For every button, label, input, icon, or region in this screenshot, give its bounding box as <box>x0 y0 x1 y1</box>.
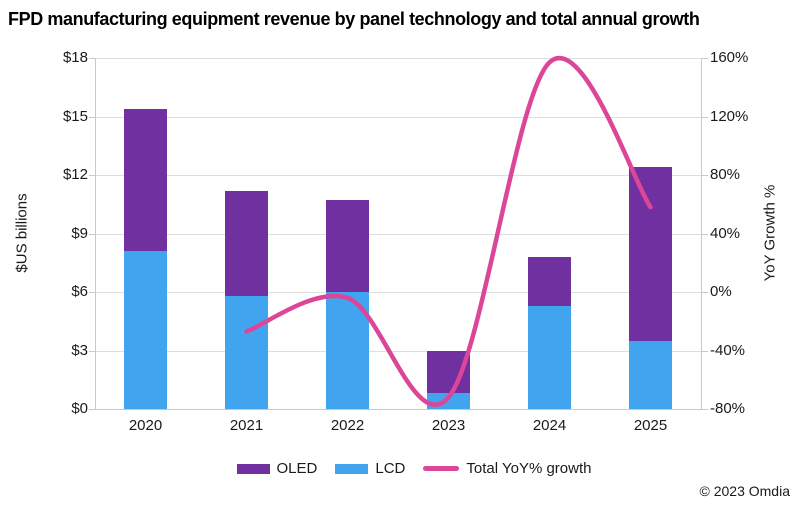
y-axis-tick-label-right: 80% <box>710 166 741 183</box>
right-axis-tick <box>702 292 708 293</box>
gridline <box>95 116 701 118</box>
legend-item-total-yoy-growth: Total YoY% growth <box>423 460 591 477</box>
y-axis-tick-label-left: $9 <box>71 224 88 242</box>
bar-lcd-2022 <box>326 292 369 409</box>
bar-lcd-2024 <box>528 305 571 409</box>
y-axis-tick-label-right: 0% <box>710 283 732 300</box>
y-axis-tick-label-left: $18 <box>62 49 88 66</box>
bar-lcd-2020 <box>124 251 167 409</box>
left-axis-tick <box>89 233 95 235</box>
y-axis-title-left: $US billions <box>13 193 31 273</box>
right-axis-tick <box>702 409 708 410</box>
legend-item-lcd: LCD <box>335 460 405 477</box>
bar-oled-2023 <box>427 350 470 394</box>
bar-oled-2021 <box>225 190 268 296</box>
bar-oled-2024 <box>528 256 571 306</box>
right-axis-tick <box>702 116 708 118</box>
y-axis-line-left <box>95 58 96 409</box>
left-axis-tick <box>89 116 95 118</box>
oled-swatch-icon <box>236 463 270 474</box>
x-axis-tick-label: 2022 <box>330 417 365 434</box>
y-axis-tick-label-left: $3 <box>71 341 88 359</box>
right-axis-tick <box>702 233 708 235</box>
legend: OLED LCD Total YoY% growth <box>14 460 800 477</box>
x-axis-tick-label: 2023 <box>431 417 466 434</box>
legend-label-total-yoy-growth: Total YoY% growth <box>466 460 592 477</box>
right-axis-tick <box>702 58 708 59</box>
chart-title: FPD manufacturing equipment revenue by p… <box>8 9 700 29</box>
y-axis-tick-label-left: $6 <box>71 283 88 300</box>
y-axis-title-right: YoY Growth % <box>761 184 779 282</box>
bar-oled-2020 <box>124 108 167 252</box>
y-axis-tick-label-right: 160% <box>710 49 749 66</box>
y-axis-tick-label-left: $0 <box>71 400 88 417</box>
lcd-swatch-icon <box>335 463 369 474</box>
y-axis-tick-label-right: -80% <box>710 400 746 417</box>
x-axis-tick-label: 2025 <box>633 417 668 434</box>
y-axis-tick-label-right: 120% <box>710 107 749 125</box>
y-axis-tick-label-left: $15 <box>62 107 88 125</box>
right-axis-tick <box>702 175 708 176</box>
y-axis-line-right <box>701 58 702 409</box>
right-axis-tick <box>702 350 708 352</box>
bar-oled-2025 <box>629 167 672 341</box>
left-axis-tick <box>89 292 95 293</box>
left-axis-tick <box>89 58 95 59</box>
bar-lcd-2025 <box>629 340 672 409</box>
legend-label-lcd: LCD <box>375 460 406 477</box>
bar-lcd-2023 <box>427 393 470 409</box>
y-axis-tick-label-right: 40% <box>710 224 741 242</box>
bar-lcd-2021 <box>225 295 268 409</box>
gridline <box>95 292 701 293</box>
left-axis-tick <box>89 409 95 410</box>
left-axis-tick <box>89 175 95 176</box>
x-axis-line <box>95 409 702 410</box>
gridline <box>95 58 701 59</box>
y-axis-tick-label-left: $12 <box>62 166 88 183</box>
bar-oled-2022 <box>326 200 369 292</box>
gridline <box>95 350 701 352</box>
growth-line-swatch-icon <box>423 466 460 471</box>
x-axis-tick-label: 2021 <box>229 417 264 434</box>
gridline <box>95 233 701 235</box>
legend-label-oled: OLED <box>276 460 318 477</box>
copyright-notice: © 2023 Omdia <box>699 483 790 499</box>
left-axis-tick <box>89 350 95 352</box>
y-axis-tick-label-right: -40% <box>710 341 746 359</box>
legend-item-oled: OLED <box>236 460 318 477</box>
x-axis-tick-label: 2020 <box>128 417 163 434</box>
gridline <box>95 175 701 176</box>
x-axis-tick-label: 2024 <box>532 417 567 434</box>
